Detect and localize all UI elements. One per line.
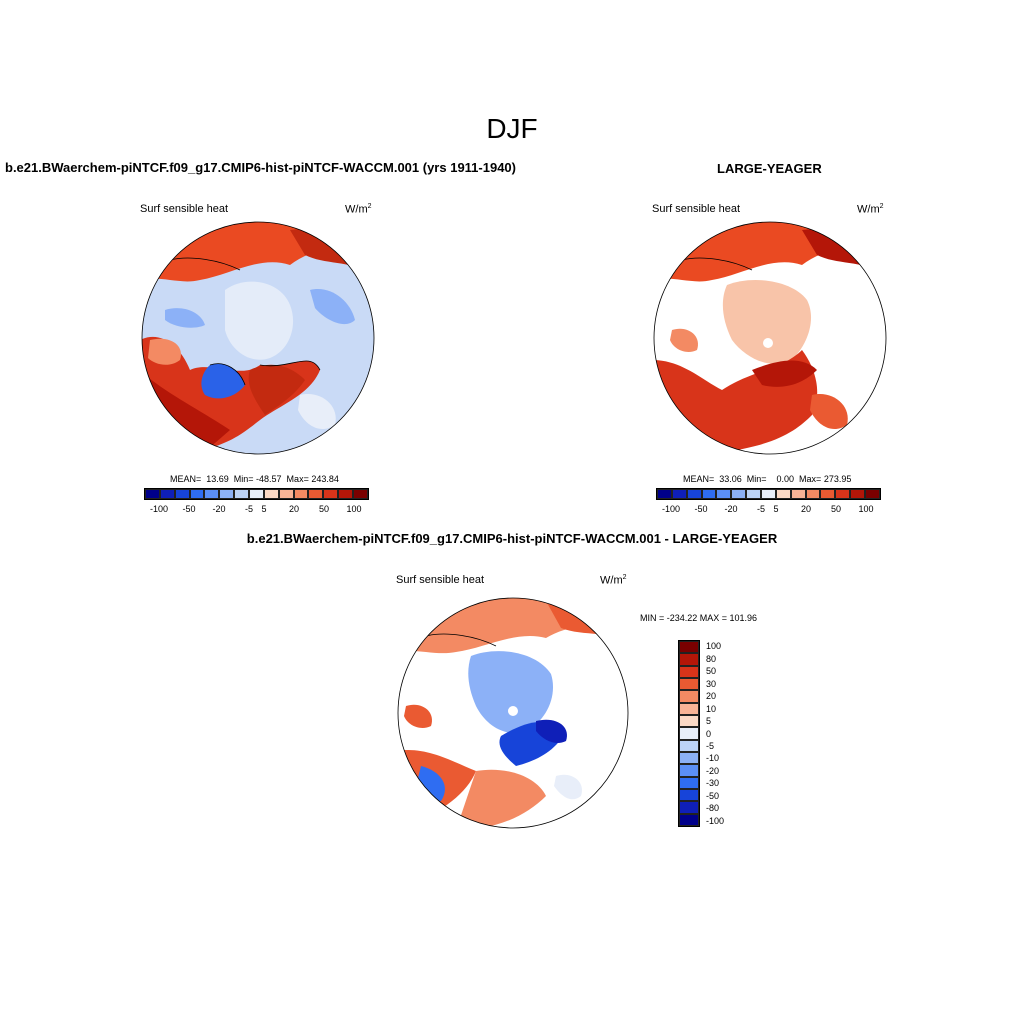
colorbar-box	[761, 489, 776, 499]
colorbar-tick-label: 30	[706, 678, 717, 689]
diff-stats: MIN = -234.22 MAX = 101.96	[640, 613, 758, 623]
colorbar-tick-label: -5	[756, 504, 766, 514]
diff-variable-label: Surf sensible heat	[396, 574, 485, 586]
colorbar-tick-label: 100	[858, 504, 874, 514]
colorbar-box	[145, 489, 160, 499]
colorbar-box	[679, 714, 699, 728]
case-colorbar-ticks: -100 -50 -20 -5 5 20 50 100	[144, 504, 369, 516]
colorbar-box	[679, 776, 699, 789]
colorbar-tick-label: 10	[706, 703, 717, 714]
case-units-label: W/m2	[345, 203, 372, 216]
colorbar-box	[805, 489, 821, 499]
colorbar-box	[731, 489, 747, 499]
colorbar-tick-label: -20	[706, 765, 720, 776]
colorbar-tick-label: -80	[706, 803, 720, 814]
colorbar-box	[679, 653, 699, 666]
colorbar-tick-label: -50	[694, 504, 708, 514]
colorbar-box	[716, 489, 732, 499]
obs-colorbar	[656, 488, 881, 500]
colorbar-box	[850, 489, 866, 499]
colorbar-box	[679, 665, 699, 678]
colorbar-box	[353, 489, 368, 499]
colorbar-tick-label: 5	[773, 504, 779, 514]
colorbar-box	[679, 702, 699, 715]
colorbar-box	[686, 489, 702, 499]
colorbar-box	[308, 489, 324, 499]
colorbar-box	[189, 489, 205, 499]
colorbar-box	[657, 489, 672, 499]
obs-stats: MEAN= 33.06 Min= 0.00 Max= 273.95	[683, 474, 852, 484]
colorbar-tick-label: -30	[706, 778, 720, 789]
colorbar-box	[293, 489, 309, 499]
colorbar-tick-label: 5	[261, 504, 267, 514]
colorbar-box	[219, 489, 235, 499]
colorbar-box	[159, 489, 175, 499]
colorbar-box	[174, 489, 190, 499]
colorbar-tick-label: 50	[318, 504, 330, 514]
case-variable-label: Surf sensible heat	[140, 203, 229, 215]
colorbar-tick-label: 20	[800, 504, 812, 514]
diff-colorbar	[678, 640, 700, 827]
colorbar-box	[338, 489, 354, 499]
colorbar-tick-label: -50	[182, 504, 196, 514]
colorbar-box	[679, 813, 699, 826]
colorbar-tick-label: -10	[706, 753, 720, 764]
colorbar-tick-label: 20	[288, 504, 300, 514]
obs-units-label: W/m2	[857, 203, 884, 216]
colorbar-box	[679, 690, 699, 703]
colorbar-tick-label: -5	[244, 504, 254, 514]
colorbar-box	[835, 489, 851, 499]
colorbar-box	[775, 489, 791, 499]
colorbar-box	[323, 489, 339, 499]
colorbar-box	[679, 788, 699, 802]
colorbar-box	[746, 489, 762, 499]
colorbar-box	[671, 489, 687, 499]
diff-panel-title: b.e21.BWaerchem-piNTCF.f09_g17.CMIP6-his…	[246, 531, 778, 546]
colorbar-box	[679, 677, 699, 691]
colorbar-tick-label: 100	[706, 641, 722, 652]
colorbar-tick-label: -100	[149, 504, 169, 514]
colorbar-box	[701, 489, 717, 499]
colorbar-tick-label: -100	[661, 504, 681, 514]
colorbar-tick-label: -50	[706, 790, 720, 801]
colorbar-box	[234, 489, 250, 499]
colorbar-box	[865, 489, 880, 499]
colorbar-box	[679, 641, 699, 654]
colorbar-tick-label: 80	[706, 653, 717, 664]
colorbar-tick-label: -20	[724, 504, 738, 514]
colorbar-tick-label: 0	[706, 728, 712, 739]
figure-title: DJF	[486, 113, 538, 144]
diff-colorbar-ticks: 100 80 50 30 20 10 5 0 -5 -10 -20 -30 -50 -80 -100	[706, 640, 746, 827]
colorbar-box	[679, 764, 699, 777]
case-panel-title: b.e21.BWaerchem-piNTCF.f09_g17.CMIP6-his…	[5, 160, 516, 175]
colorbar-box	[278, 489, 294, 499]
colorbar-tick-label: 50	[830, 504, 842, 514]
colorbar-box	[820, 489, 836, 499]
colorbar-tick-label: 5	[706, 716, 712, 727]
colorbar-tick-label: -5	[706, 740, 715, 751]
colorbar-box	[679, 751, 699, 765]
colorbar-box	[204, 489, 220, 499]
colorbar-box	[679, 727, 699, 740]
obs-variable-label: Surf sensible heat	[652, 203, 741, 215]
colorbar-box	[679, 739, 699, 752]
case-polar-map	[141, 221, 375, 455]
colorbar-box	[790, 489, 806, 499]
colorbar-tick-label: -100	[706, 815, 725, 826]
colorbar-box	[263, 489, 279, 499]
colorbar-tick-label: 20	[706, 691, 717, 702]
colorbar-tick-label: 50	[706, 666, 717, 677]
case-colorbar	[144, 488, 369, 500]
diff-polar-map	[397, 597, 629, 829]
colorbar-tick-label: 100	[346, 504, 362, 514]
obs-polar-map	[653, 221, 887, 455]
diff-units-label: W/m2	[600, 574, 627, 587]
obs-colorbar-ticks: -100 -50 -20 -5 5 20 50 100	[656, 504, 881, 516]
obs-panel-title: LARGE-YEAGER	[717, 161, 822, 176]
colorbar-tick-label: -20	[212, 504, 226, 514]
case-stats: MEAN= 13.69 Min= -48.57 Max= 243.84	[170, 474, 339, 484]
colorbar-box	[249, 489, 264, 499]
colorbar-box	[679, 801, 699, 814]
